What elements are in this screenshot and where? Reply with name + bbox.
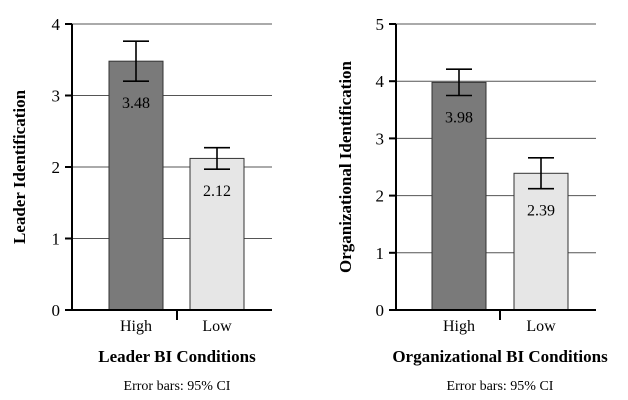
category-labels: High Low	[120, 318, 232, 335]
y-tick-label: 1	[376, 244, 385, 263]
error-bar-high	[446, 68, 472, 97]
y-tick-label: 1	[52, 230, 61, 249]
error-bars	[446, 68, 554, 190]
y-tick-label: 2	[52, 158, 61, 177]
y-tick-label: 3	[52, 87, 61, 106]
x-axis-label: Organizational BI Conditions	[392, 347, 608, 366]
bar-high	[108, 60, 164, 311]
y-axis-label: Organizational Identification	[336, 60, 355, 273]
y-axis-label: Leader Identification	[10, 89, 29, 244]
error-bars	[123, 40, 230, 170]
error-bar-low	[204, 146, 230, 170]
error-bar-low	[528, 157, 554, 190]
y-tick-label: 4	[376, 72, 385, 91]
y-tick-label: 2	[376, 187, 385, 206]
data-label: 2.39	[527, 203, 555, 220]
data-labels: 3.48 2.12	[122, 95, 231, 200]
error-bar-high	[123, 40, 149, 82]
category-labels: High Low	[443, 318, 556, 335]
data-labels: 3.98 2.39	[445, 110, 555, 220]
chart-leader: 3.48 2.12 0 1 2 3 4 High Low Leader Identifica…	[10, 15, 272, 394]
chart-note: Error bars: 95% CI	[447, 379, 554, 394]
data-label: 2.12	[203, 183, 231, 200]
bar-low	[189, 157, 245, 311]
data-label: 3.48	[122, 95, 150, 112]
y-tick-label: 3	[376, 129, 385, 148]
data-label: 3.98	[445, 110, 473, 127]
y-tick-label: 0	[376, 301, 385, 320]
category-label: High	[120, 318, 152, 335]
y-tick-labels: 0 1 2 3 4 5	[376, 15, 385, 320]
axes	[389, 23, 596, 320]
y-tick-label: 0	[52, 301, 61, 320]
bar-low	[513, 172, 569, 311]
y-tick-label: 5	[376, 15, 385, 34]
x-axis-label: Leader BI Conditions	[98, 347, 256, 366]
category-label: High	[443, 318, 475, 335]
y-tick-label: 4	[52, 15, 61, 34]
category-label: Low	[526, 318, 556, 335]
axes	[65, 23, 272, 320]
y-tick-labels: 0 1 2 3 4	[52, 15, 61, 320]
chart-organizational: 3.98 2.39 0 1 2 3 4 5 High Low Organizational I…	[336, 15, 608, 394]
category-label: Low	[202, 318, 232, 335]
chart-note: Error bars: 95% CI	[124, 379, 231, 394]
